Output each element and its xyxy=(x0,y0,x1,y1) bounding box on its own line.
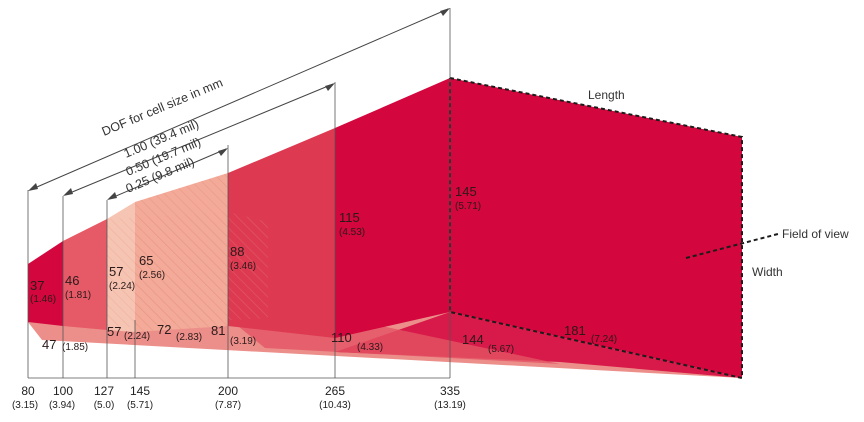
width-110: 110 xyxy=(331,330,352,345)
height-46-in: (1.81) xyxy=(65,290,91,301)
tick-100-in: (3.94) xyxy=(49,400,75,411)
tick-127-in: (5.0) xyxy=(94,400,115,411)
tick-100: 100 xyxy=(53,384,73,398)
distance-ticks: 80 (3.15) 100 (3.94) 127 (5.0) 145 (5.71… xyxy=(12,384,466,411)
tick-127: 127 xyxy=(94,384,114,398)
width-label: Width xyxy=(752,265,783,279)
dof-arrows xyxy=(29,8,449,200)
tick-145: 145 xyxy=(130,384,150,398)
width-47-in: (1.85) xyxy=(62,342,88,353)
tick-200: 200 xyxy=(218,384,238,398)
tick-335-in: (13.19) xyxy=(434,400,466,411)
height-57: 57 xyxy=(109,264,123,279)
bottom-face-far xyxy=(335,312,742,378)
height-37: 37 xyxy=(30,278,44,293)
height-37-in: (1.46) xyxy=(30,294,56,305)
dof-title: DOF for cell size in mm xyxy=(100,76,225,139)
width-144-in: (5.67) xyxy=(488,344,514,355)
width-labels: 47 (1.85) 57 (2.24) 72 (2.83) 81 (3.19) … xyxy=(42,322,617,355)
height-115-in: (4.53) xyxy=(339,227,365,238)
tick-80: 80 xyxy=(21,384,35,398)
height-145: 145 xyxy=(455,184,477,199)
width-72-in: (2.83) xyxy=(176,332,202,343)
height-57-in: (2.24) xyxy=(109,281,135,292)
tick-265-in: (10.43) xyxy=(319,400,351,411)
width-47: 47 xyxy=(42,337,56,352)
width-57-in: (2.24) xyxy=(124,331,150,342)
width-110-in: (4.33) xyxy=(357,342,383,353)
height-88-in: (3.46) xyxy=(230,261,256,272)
height-46: 46 xyxy=(65,273,79,288)
width-144: 144 xyxy=(462,332,484,347)
far-face-dashed-edge xyxy=(449,77,743,380)
segment-80-100 xyxy=(28,241,63,326)
width-57: 57 xyxy=(107,324,121,339)
segment-265-335 xyxy=(335,78,450,338)
width-81-in: (3.19) xyxy=(230,336,256,347)
width-181: 181 xyxy=(564,323,586,338)
tick-200-in: (7.87) xyxy=(215,400,241,411)
width-181-in: (7.24) xyxy=(591,334,617,345)
length-label: Length xyxy=(588,88,625,102)
field-of-view-leader xyxy=(685,233,779,259)
tick-335: 335 xyxy=(440,384,460,398)
height-115: 115 xyxy=(339,210,360,225)
tick-265: 265 xyxy=(325,384,345,398)
far-face xyxy=(450,78,742,378)
height-labels: 37 (1.46) 46 (1.81) 57 (2.24) 65 (2.56) … xyxy=(30,184,481,305)
tick-80-in: (3.15) xyxy=(12,400,38,411)
height-88: 88 xyxy=(230,244,244,259)
height-65: 65 xyxy=(139,253,153,268)
width-81: 81 xyxy=(211,323,225,338)
reference-lines xyxy=(27,8,451,378)
segment-100-127 xyxy=(63,219,107,330)
tick-145-in: (5.71) xyxy=(127,400,153,411)
width-72: 72 xyxy=(157,322,171,337)
dof-arrowheads xyxy=(28,8,450,200)
field-of-view-label: Field of view xyxy=(782,227,849,241)
height-145-in: (5.71) xyxy=(455,201,481,212)
height-65-in: (2.56) xyxy=(139,270,165,281)
